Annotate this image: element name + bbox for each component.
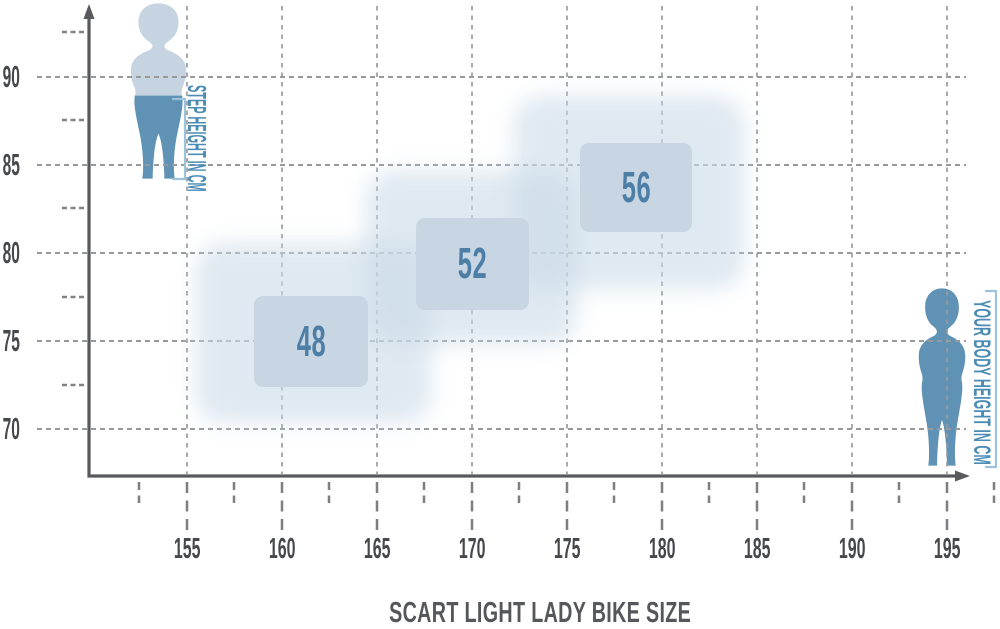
y-tick-text: 80: [2, 235, 20, 270]
x-tick-text: 180: [648, 532, 676, 565]
y-tick-text: 75: [2, 323, 20, 358]
figure-torso: [918, 329, 966, 384]
woman-silhouette-step-height-icon: [130, 3, 187, 179]
chart-title-text: SCART LIGHT LADY BIKE SIZE: [388, 596, 692, 629]
x-tick-text: 170: [458, 532, 486, 565]
x-tick-label: 165: [342, 533, 412, 565]
x-tick-text: 190: [838, 532, 866, 565]
x-tick-text: 195: [933, 532, 961, 565]
x-tick-label: 190: [817, 533, 887, 565]
y-tick-label: 85: [0, 147, 29, 182]
y-axis-minor-ticks: [62, 30, 89, 387]
x-tick-label: 180: [627, 533, 697, 565]
woman-silhouette-body-height-icon: [918, 288, 966, 466]
vertical-gridlines: [186, 6, 948, 474]
x-tick-text: 160: [268, 532, 296, 565]
x-tick-label: 185: [722, 533, 792, 565]
y-tick-label: 90: [0, 59, 29, 94]
size-48-label: 48: [296, 316, 326, 366]
step-height-axis-label: STEP HEIGHT IN CM: [182, 85, 212, 192]
x-axis-minor-ticks: [137, 482, 996, 503]
size-52-label: 52: [457, 239, 488, 288]
figure-legs: [921, 381, 963, 466]
y-axis-arrow-icon: [83, 4, 95, 19]
y-tick-text: 85: [2, 147, 20, 182]
x-tick-text: 155: [173, 532, 201, 565]
x-tick-label: 160: [247, 533, 317, 565]
size-56-label: 56: [621, 162, 651, 212]
size-48-label-box: 48: [254, 296, 368, 387]
x-tick-text: 175: [553, 532, 581, 565]
figure-torso: [130, 43, 187, 98]
x-tick-label: 155: [152, 533, 222, 565]
x-tick-label: 170: [437, 533, 507, 565]
y-tick-text: 90: [2, 59, 20, 94]
x-tick-text: 165: [363, 532, 391, 565]
horizontal-gridlines: [37, 76, 966, 430]
y-tick-text: 70: [2, 411, 20, 446]
figure-head: [138, 3, 179, 46]
x-tick-label: 175: [532, 533, 602, 565]
chart-title: SCART LIGHT LADY BIKE SIZE: [140, 596, 940, 629]
figure-head: [925, 288, 959, 332]
y-tick-label: 80: [0, 235, 29, 270]
axes: [83, 4, 970, 482]
y-tick-label: 75: [0, 323, 29, 358]
figure-legs: [134, 95, 183, 179]
x-axis-major-ticks: [185, 482, 949, 531]
x-axis-arrow-icon: [955, 470, 970, 482]
body-height-axis-label: YOUR BODY HEIGHT IN CM: [968, 300, 995, 465]
size-56-label-box: 56: [580, 143, 692, 232]
body-height-bracket: [985, 289, 998, 469]
step-height-bracket: [172, 97, 187, 181]
y-tick-label: 70: [0, 411, 29, 446]
size-52-label-box: 52: [416, 218, 529, 310]
x-tick-label: 195: [912, 533, 982, 565]
x-tick-text: 185: [743, 532, 771, 565]
